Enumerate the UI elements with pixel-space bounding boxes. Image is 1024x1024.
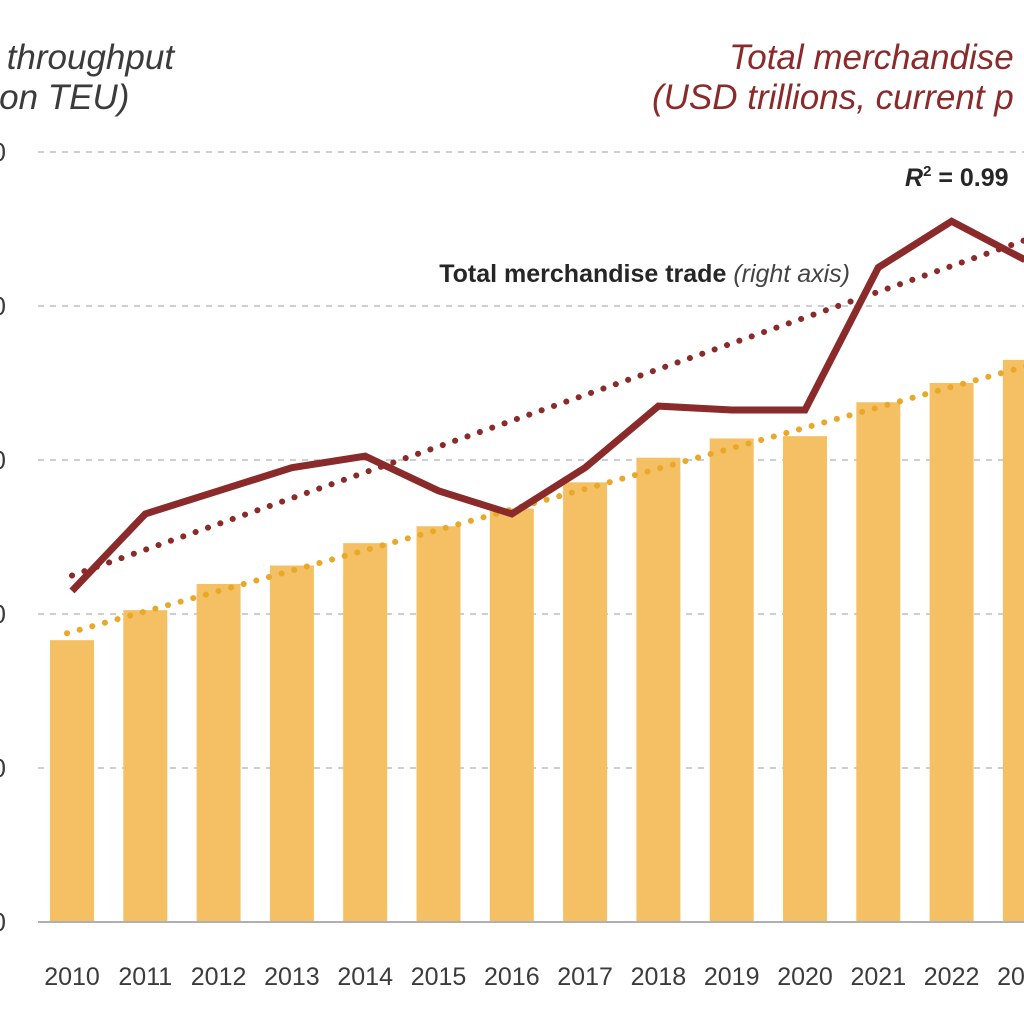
bar-trendline <box>64 363 1024 637</box>
left-axis-title: tal throughput illion TEU) <box>0 38 174 118</box>
r-squared-sup: 2 <box>923 163 931 180</box>
bar <box>709 438 754 922</box>
bar <box>856 402 901 922</box>
bar <box>269 565 314 922</box>
bar <box>196 583 241 922</box>
line-trendline <box>69 237 1024 579</box>
x-tick-label: 2021 <box>850 963 906 991</box>
bar <box>636 457 681 922</box>
bar <box>123 610 168 922</box>
bar <box>929 383 974 922</box>
y-tick-label: 0 <box>0 291 6 321</box>
x-tick-label: 2022 <box>924 963 980 991</box>
y-tick-label: 0 <box>0 445 6 475</box>
x-tick-label: 2014 <box>337 963 393 991</box>
y-tick-label: 0 <box>0 137 6 167</box>
y-tick-label: 0 <box>0 753 6 783</box>
x-tick-label: 2023 <box>997 963 1024 991</box>
x-tick-label: 2019 <box>704 963 760 991</box>
bar <box>489 508 534 922</box>
y-tick-label: 0 <box>0 907 6 937</box>
x-tick-label: 2020 <box>777 963 833 991</box>
line-annotation: Total merchandise trade (right axis) <box>439 260 850 288</box>
right-axis-title-line2: (USD trillions, current p <box>652 78 1014 117</box>
x-tick-label: 2011 <box>118 963 172 991</box>
x-tick-label: 2018 <box>631 963 687 991</box>
y-tick-label: 0 <box>0 599 6 629</box>
left-axis-title-line1: tal throughput <box>0 38 175 77</box>
bar <box>563 482 608 922</box>
right-axis-title: Total merchandise (USD trillions, curren… <box>652 38 1014 118</box>
r-squared-r: R <box>905 164 923 192</box>
line-annotation-bold: Total merchandise trade <box>439 260 733 288</box>
right-axis-title-line1: Total merchandise <box>729 38 1014 77</box>
r-squared-annotation: R2 = 0.99 <box>905 163 1009 192</box>
bar <box>343 543 388 922</box>
x-tick-label: 2013 <box>264 963 320 991</box>
r-squared-value: = 0.99 <box>931 164 1008 192</box>
line-annotation-italic: (right axis) <box>733 260 850 288</box>
bar <box>1002 359 1024 922</box>
x-tick-label: 2012 <box>191 963 247 991</box>
x-tick-label: 2015 <box>411 963 467 991</box>
x-tick-label: 2010 <box>44 963 100 991</box>
bar <box>416 526 461 922</box>
left-axis-title-line2: illion TEU) <box>0 78 130 117</box>
x-tick-label: 2017 <box>557 963 613 991</box>
x-tick-label: 2016 <box>484 963 540 991</box>
line-series-merchandise-trade <box>69 217 1024 594</box>
bar <box>783 436 827 922</box>
bar <box>50 640 94 922</box>
